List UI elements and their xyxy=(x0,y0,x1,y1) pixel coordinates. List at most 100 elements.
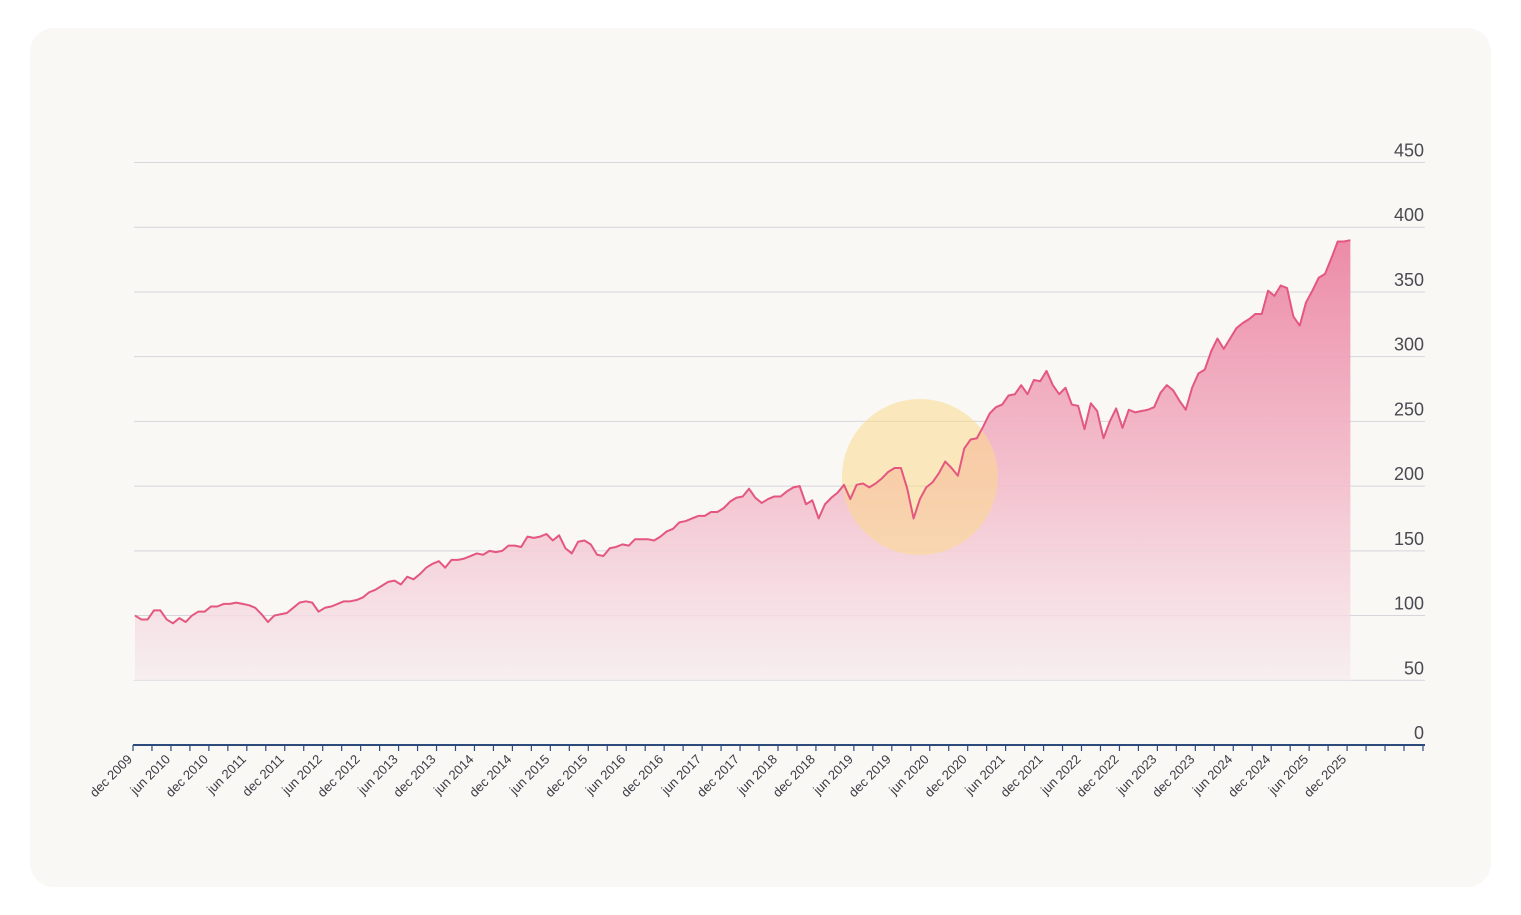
data-point-182 xyxy=(1286,287,1288,289)
data-point-41 xyxy=(394,580,396,582)
data-point-108 xyxy=(818,517,820,519)
data-point-116 xyxy=(868,486,870,488)
data-point-81 xyxy=(647,538,649,540)
data-point-32 xyxy=(337,603,339,605)
data-point-170 xyxy=(1210,351,1212,353)
data-point-48 xyxy=(438,560,440,562)
data-point-174 xyxy=(1235,327,1237,329)
data-point-61 xyxy=(520,546,522,548)
x-tick-label: dec 2016 xyxy=(618,752,666,800)
data-point-142 xyxy=(1033,379,1035,381)
data-point-177 xyxy=(1254,313,1256,315)
data-point-101 xyxy=(773,495,775,497)
y-tick-label-450: 450 xyxy=(1394,141,1424,161)
data-point-187 xyxy=(1318,277,1320,279)
data-point-50 xyxy=(451,559,453,561)
data-point-80 xyxy=(640,538,642,540)
data-point-3 xyxy=(153,609,155,611)
data-point-156 xyxy=(1121,427,1123,429)
x-tick-label: dec 2020 xyxy=(921,752,969,800)
data-point-145 xyxy=(1052,384,1054,386)
data-point-34 xyxy=(349,600,351,602)
data-point-181 xyxy=(1280,284,1282,286)
data-point-45 xyxy=(419,573,421,575)
data-point-110 xyxy=(830,497,832,499)
data-point-134 xyxy=(982,426,984,428)
data-point-98 xyxy=(754,497,756,499)
data-point-39 xyxy=(381,585,383,587)
data-point-13 xyxy=(216,605,218,607)
data-point-179 xyxy=(1267,290,1269,292)
data-point-28 xyxy=(311,602,313,604)
data-point-62 xyxy=(526,536,528,538)
data-point-157 xyxy=(1128,409,1130,411)
data-point-17 xyxy=(242,603,244,605)
data-point-128 xyxy=(944,461,946,463)
data-point-154 xyxy=(1109,420,1111,422)
data-point-111 xyxy=(837,492,839,494)
data-point-24 xyxy=(286,612,288,614)
data-point-78 xyxy=(628,545,630,547)
data-point-33 xyxy=(343,600,345,602)
data-point-60 xyxy=(514,545,516,547)
data-point-10 xyxy=(197,611,199,613)
x-tick-label: dec 2023 xyxy=(1149,752,1197,800)
data-point-25 xyxy=(292,607,294,609)
data-point-56 xyxy=(488,550,490,552)
data-point-190 xyxy=(1337,240,1339,242)
data-point-148 xyxy=(1071,404,1073,406)
data-point-184 xyxy=(1299,325,1301,327)
data-point-104 xyxy=(792,486,794,488)
data-point-138 xyxy=(1008,395,1010,397)
x-tick-label: dec 2009 xyxy=(87,752,135,800)
data-point-109 xyxy=(824,503,826,505)
data-point-161 xyxy=(1153,406,1155,408)
data-point-77 xyxy=(621,543,623,545)
data-point-153 xyxy=(1102,437,1104,439)
y-tick-label-350: 350 xyxy=(1394,270,1424,290)
data-point-84 xyxy=(666,530,668,532)
data-point-20 xyxy=(261,613,263,615)
series-line xyxy=(134,239,1351,625)
data-point-36 xyxy=(362,596,364,598)
highlight-circle xyxy=(841,399,998,556)
data-point-126 xyxy=(932,481,934,483)
data-point-151 xyxy=(1090,402,1092,404)
data-point-35 xyxy=(356,599,358,601)
data-point-165 xyxy=(1178,400,1180,402)
x-tick-label: dec 2025 xyxy=(1301,752,1349,800)
data-point-7 xyxy=(178,617,180,619)
data-point-64 xyxy=(539,536,541,538)
data-point-87 xyxy=(685,520,687,522)
y-tick-label-300: 300 xyxy=(1394,335,1424,355)
data-point-40 xyxy=(387,581,389,583)
x-tick-label: dec 2013 xyxy=(390,752,438,800)
data-point-113 xyxy=(849,498,851,500)
data-point-55 xyxy=(482,554,484,556)
y-tick-label-50: 50 xyxy=(1404,658,1424,678)
x-tick-label: dec 2012 xyxy=(314,752,362,800)
data-point-58 xyxy=(501,550,503,552)
data-point-66 xyxy=(552,539,554,541)
data-point-147 xyxy=(1065,387,1067,389)
data-point-23 xyxy=(280,613,282,615)
data-point-37 xyxy=(368,591,370,593)
data-point-171 xyxy=(1216,338,1218,340)
data-point-122 xyxy=(906,488,908,490)
y-tick-label-150: 150 xyxy=(1394,529,1424,549)
data-point-14 xyxy=(223,603,225,605)
x-tick-label: dec 2019 xyxy=(845,752,893,800)
data-point-88 xyxy=(691,517,693,519)
data-point-65 xyxy=(545,533,547,535)
data-point-186 xyxy=(1311,290,1313,292)
data-point-103 xyxy=(786,490,788,492)
data-point-54 xyxy=(476,552,478,554)
data-point-121 xyxy=(900,467,902,469)
data-point-189 xyxy=(1330,257,1332,259)
data-point-159 xyxy=(1140,410,1142,412)
data-point-8 xyxy=(185,621,187,623)
data-point-18 xyxy=(248,604,250,606)
data-point-68 xyxy=(564,547,566,549)
data-point-11 xyxy=(204,611,206,613)
data-point-63 xyxy=(533,537,535,539)
